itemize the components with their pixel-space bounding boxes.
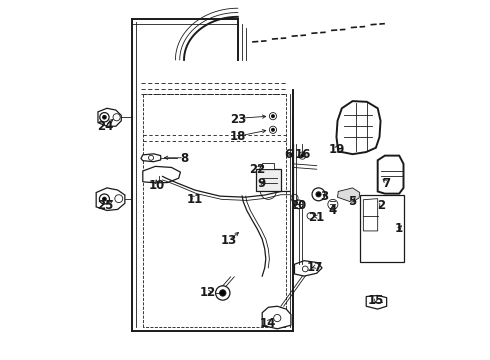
Text: 24: 24 <box>97 120 113 133</box>
Circle shape <box>102 197 106 201</box>
Text: 2: 2 <box>377 199 385 212</box>
Polygon shape <box>141 154 161 162</box>
Polygon shape <box>360 195 403 262</box>
Text: 22: 22 <box>249 163 266 176</box>
Text: 10: 10 <box>149 179 165 192</box>
Circle shape <box>102 116 106 119</box>
Polygon shape <box>378 156 403 194</box>
Text: 18: 18 <box>230 130 246 144</box>
Polygon shape <box>294 261 322 276</box>
Text: 3: 3 <box>320 190 328 203</box>
Polygon shape <box>337 101 381 154</box>
Polygon shape <box>366 296 387 309</box>
Text: 6: 6 <box>284 148 292 161</box>
Circle shape <box>301 154 304 157</box>
Text: 20: 20 <box>290 199 306 212</box>
Text: 14: 14 <box>260 317 276 330</box>
Circle shape <box>271 115 274 118</box>
Polygon shape <box>143 166 180 183</box>
Polygon shape <box>256 169 281 192</box>
Text: 8: 8 <box>180 152 188 165</box>
Text: 15: 15 <box>368 294 384 307</box>
Polygon shape <box>364 199 378 231</box>
Polygon shape <box>262 163 274 168</box>
Circle shape <box>271 129 274 131</box>
Text: 13: 13 <box>220 234 237 247</box>
Text: 4: 4 <box>329 204 337 217</box>
Text: 19: 19 <box>328 143 344 156</box>
Text: 25: 25 <box>97 199 113 212</box>
Text: 12: 12 <box>199 287 216 300</box>
Polygon shape <box>98 108 122 126</box>
Text: 21: 21 <box>309 211 325 224</box>
Text: 7: 7 <box>383 177 391 190</box>
Polygon shape <box>262 306 291 329</box>
Text: 23: 23 <box>230 113 246 126</box>
Text: 11: 11 <box>187 193 203 206</box>
Text: 1: 1 <box>395 222 403 235</box>
Text: 9: 9 <box>257 177 265 190</box>
Text: 17: 17 <box>307 261 323 274</box>
Text: 5: 5 <box>348 195 357 208</box>
Polygon shape <box>96 188 125 211</box>
Circle shape <box>220 290 226 296</box>
Text: 16: 16 <box>294 148 311 161</box>
Circle shape <box>316 192 321 197</box>
Polygon shape <box>338 188 360 202</box>
